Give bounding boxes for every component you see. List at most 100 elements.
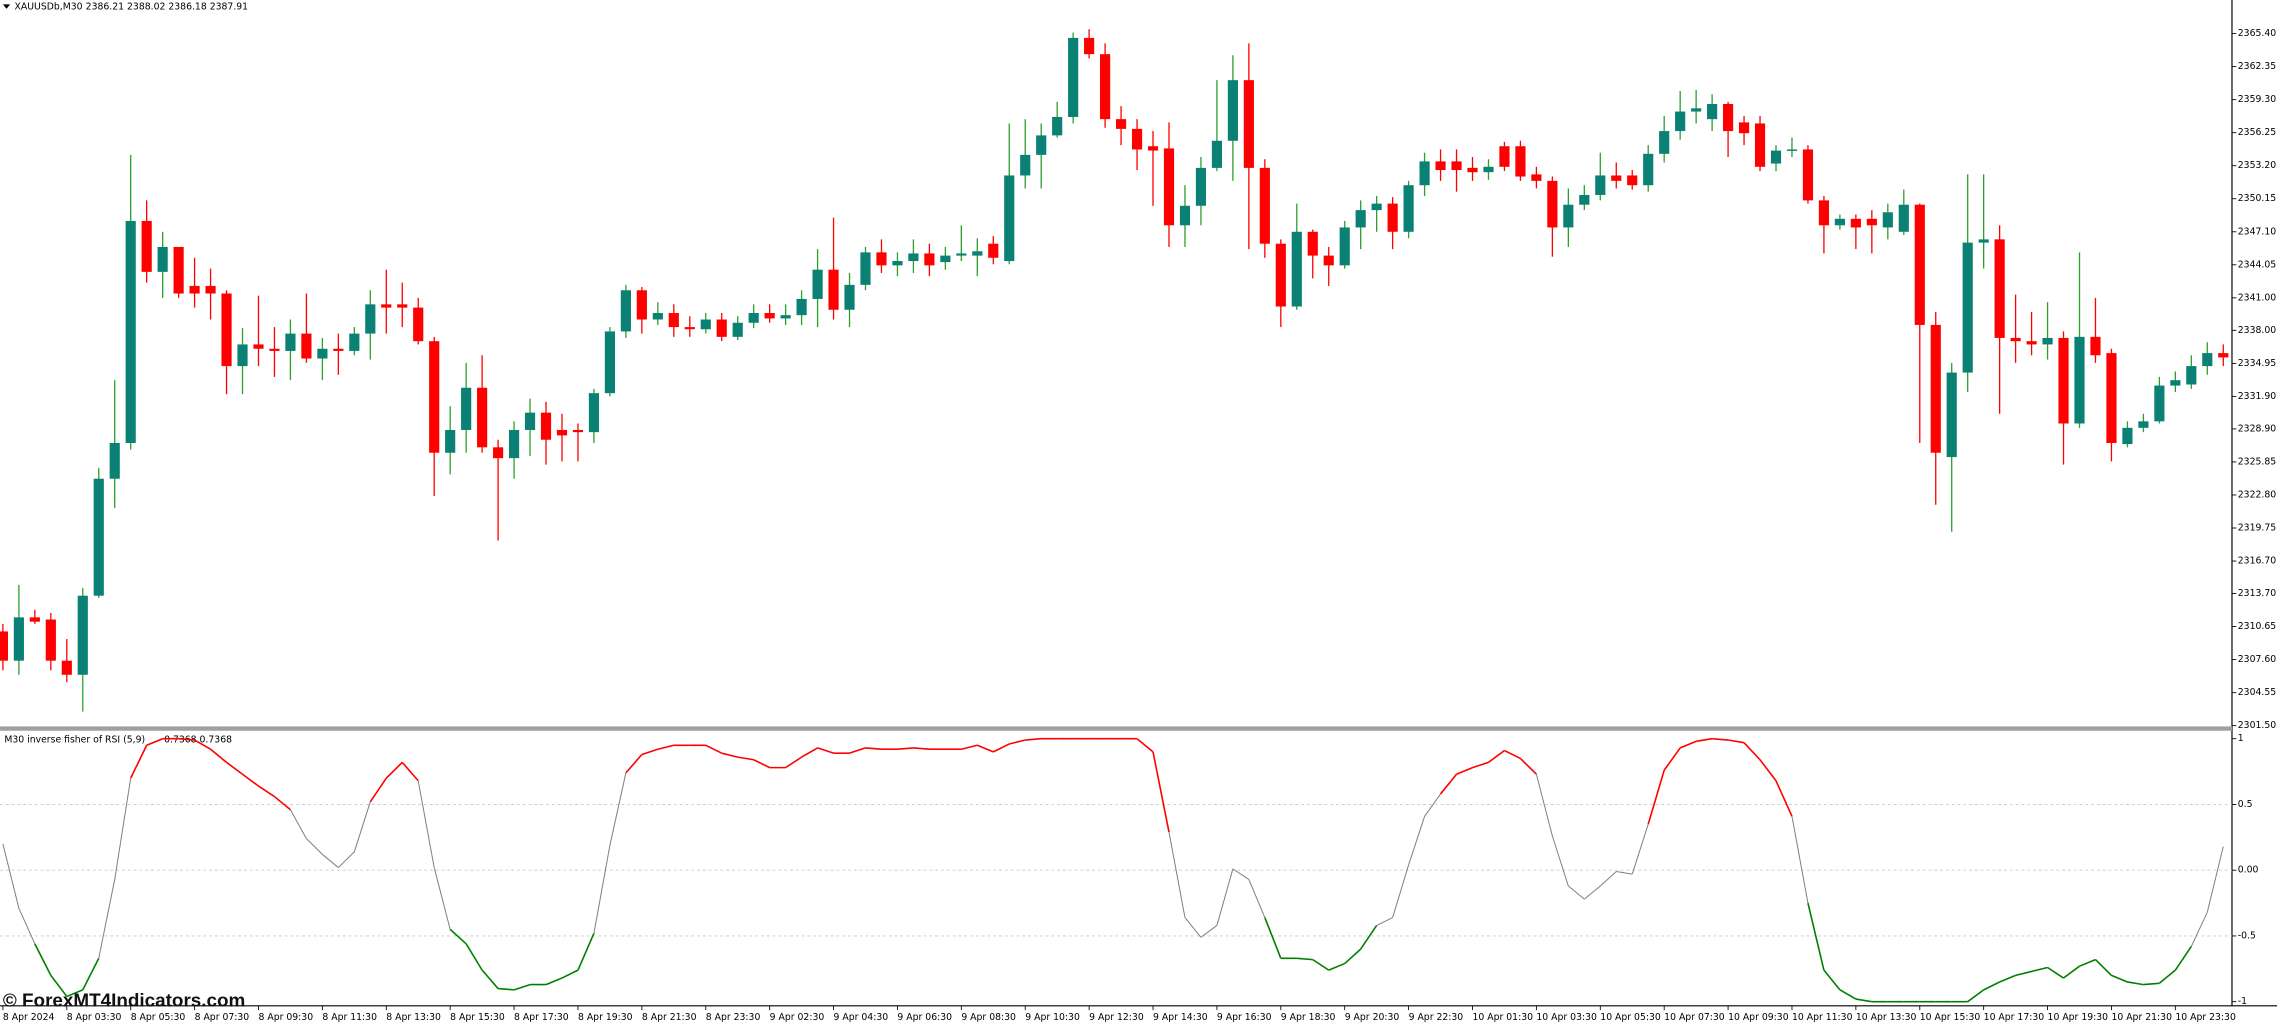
indicator-segment <box>1152 751 1170 833</box>
candle-body <box>1115 119 1127 129</box>
candle-body <box>604 331 615 394</box>
candle-body <box>748 313 759 323</box>
x-tick-label: 9 Apr 12:30 <box>1089 1012 1144 1023</box>
candle-body <box>1738 122 1750 134</box>
candle-body <box>1419 161 1430 186</box>
indicator-segment <box>401 761 419 782</box>
indicator-segment <box>2094 959 2113 976</box>
candle-body <box>141 220 152 272</box>
candle-body <box>908 253 919 262</box>
x-tick-label: 10 Apr 13:30 <box>1856 1012 1917 1023</box>
x-tick-label: 9 Apr 14:30 <box>1153 1012 1208 1023</box>
candle-body <box>860 252 871 285</box>
indicator-segment <box>385 761 403 779</box>
indicator-segment <box>465 943 483 971</box>
candle-body <box>2090 336 2101 356</box>
candle-body <box>2010 337 2021 342</box>
y-tick-label: 2334.95 <box>2238 358 2276 369</box>
candle-body <box>764 313 775 319</box>
y-tick-label: -0.5 <box>2238 930 2256 941</box>
indicator-segment <box>2206 846 2224 913</box>
candle-body <box>45 619 56 661</box>
indicator-segment <box>785 756 803 769</box>
x-tick-label: 8 Apr 05:30 <box>131 1012 186 1023</box>
symbol-ohlc: 2386.21 2388.02 2386.18 2387.91 <box>86 2 249 13</box>
indicator-segment <box>178 737 195 741</box>
indicator-segment <box>1216 868 1234 926</box>
indicator-segment <box>1504 749 1521 760</box>
indicator-segment <box>1727 739 1745 744</box>
y-tick-label: 2307.60 <box>2238 654 2276 665</box>
indicator-segment <box>961 744 978 751</box>
candle-body <box>1387 203 1398 232</box>
indicator-segment <box>1599 871 1617 887</box>
symbol-menu-icon[interactable] <box>2 4 11 9</box>
candle-body <box>1563 204 1574 228</box>
x-tick-label: 8 Apr 23:30 <box>706 1012 761 1023</box>
indicator-segment <box>1712 737 1729 741</box>
indicator-segment <box>721 752 738 758</box>
candle-body <box>844 284 855 310</box>
indicator-segment <box>1439 773 1458 795</box>
indicator-segment <box>1296 957 1313 961</box>
indicator-segment <box>1855 998 1872 1003</box>
y-tick-label: 2322.80 <box>2238 489 2276 500</box>
candle-body <box>77 595 88 675</box>
y-tick-label: 2347.10 <box>2238 226 2276 237</box>
indicator-segment <box>545 977 563 986</box>
indicator-values: 0.7368 0.7368 <box>164 735 232 746</box>
indicator-segment <box>1232 868 1250 880</box>
candle-body <box>285 333 296 351</box>
indicator-segment <box>625 753 643 774</box>
indicator-segment <box>98 879 116 959</box>
candle-body <box>2074 336 2085 424</box>
indicator-segment <box>913 747 930 751</box>
candle-body <box>1978 239 1989 243</box>
indicator-segment <box>1839 989 1857 1000</box>
candle-body <box>716 319 727 337</box>
y-tick-label: 2359.30 <box>2238 94 2276 105</box>
indicator-segment <box>1807 902 1825 971</box>
candle-body <box>1866 218 1877 226</box>
indicator-segment <box>817 747 834 754</box>
watermark: © ForexMT4Indicators.com <box>3 989 245 1010</box>
x-tick-label: 8 Apr 17:30 <box>514 1012 569 1023</box>
candle-body <box>1786 149 1798 151</box>
candle-body <box>1275 243 1286 307</box>
candle-body <box>1675 111 1686 132</box>
candle-body <box>365 304 376 334</box>
x-tick-label: 9 Apr 18:30 <box>1281 1012 1336 1023</box>
indicator-segment <box>1568 885 1585 900</box>
indicator-segment <box>82 957 100 991</box>
indicator-segment <box>2174 946 2192 971</box>
indicator-segment <box>1472 761 1489 769</box>
candle-body <box>700 319 711 330</box>
indicator-segment <box>417 780 435 868</box>
candle-body <box>508 429 520 459</box>
candle-body <box>125 220 136 443</box>
candle-body <box>796 298 807 316</box>
indicator-segment <box>2063 965 2080 979</box>
indicator-segment <box>2 843 20 909</box>
indicator-segment <box>1535 774 1553 837</box>
x-tick-label: 8 Apr 21:30 <box>642 1012 697 1023</box>
indicator-segment <box>1392 864 1410 918</box>
candle-body <box>61 660 72 675</box>
candle-body <box>524 412 536 430</box>
indicator-title: M30 inverse fisher of RSI (5,9) <box>4 735 145 746</box>
indicator-segment <box>306 838 323 855</box>
candle-body <box>1131 128 1143 150</box>
y-tick-label: 2356.25 <box>2238 127 2276 138</box>
x-tick-label: 8 Apr 15:30 <box>450 1012 505 1023</box>
candle-body <box>2218 353 2229 358</box>
candle-body <box>876 252 887 266</box>
candle-body <box>924 253 935 266</box>
indicator-segment <box>1631 824 1649 875</box>
indicator-segment <box>353 801 371 852</box>
x-tick-label: 10 Apr 11:30 <box>1792 1012 1853 1023</box>
candle-body <box>1211 140 1222 168</box>
candle-body <box>205 285 216 294</box>
x-tick-label: 9 Apr 20:30 <box>1345 1012 1400 1023</box>
